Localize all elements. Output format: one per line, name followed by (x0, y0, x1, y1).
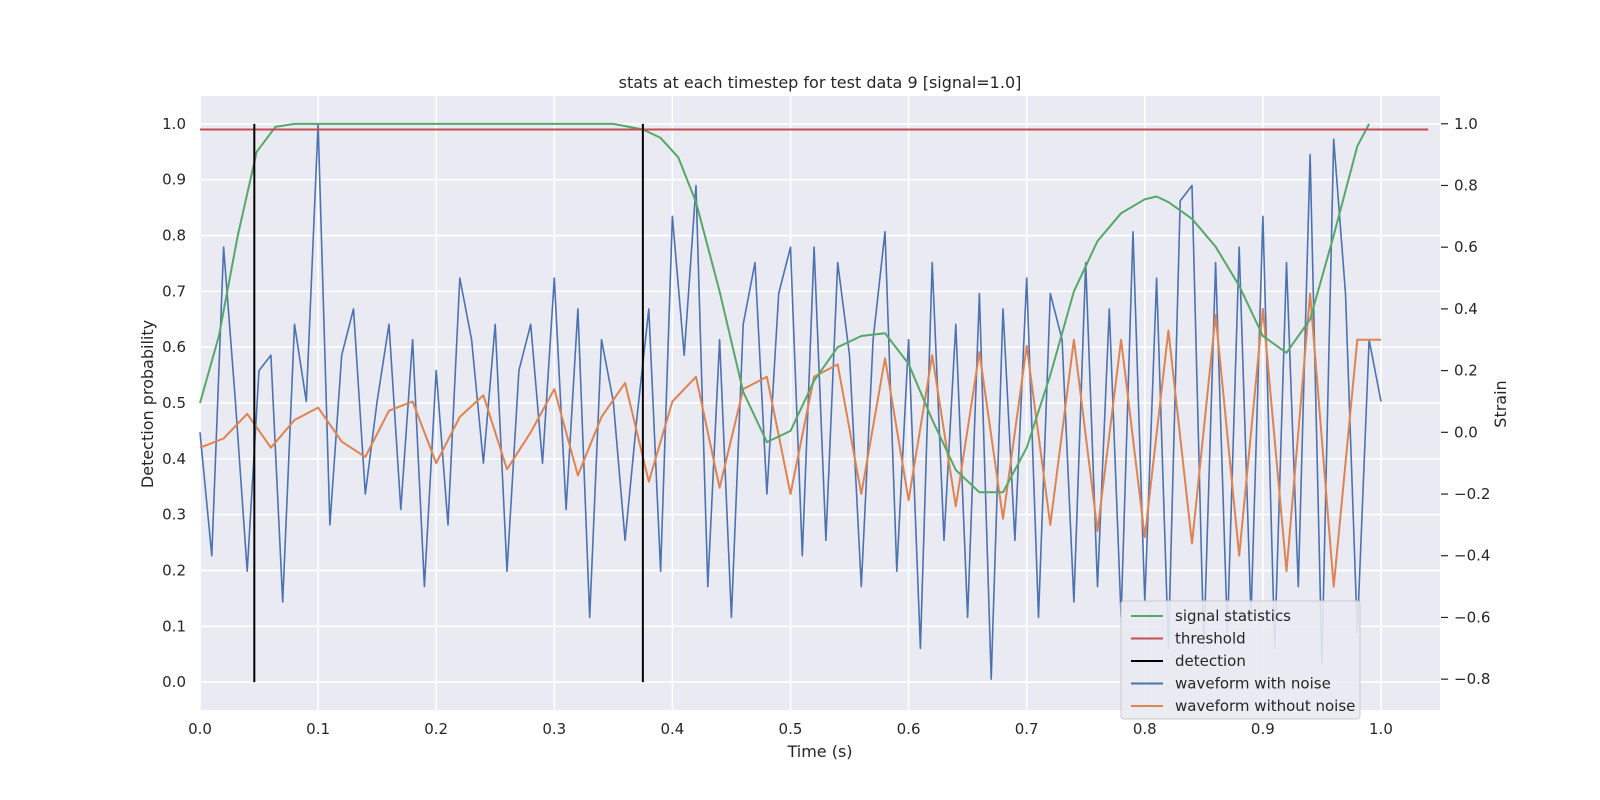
left-y-tick-label: 1.0 (162, 115, 186, 133)
x-tick-label: 0.6 (897, 720, 921, 738)
x-tick-label: 0.9 (1251, 720, 1275, 738)
chart-title: stats at each timestep for test data 9 [… (619, 73, 1022, 92)
legend: signal statistics threshold detection wavef… (1120, 600, 1361, 720)
left-y-tick-label: 0.5 (162, 394, 186, 412)
x-tick-label: 0.2 (424, 720, 448, 738)
x-axis-ticks: 0.0 0.1 0.2 0.3 0.4 0.5 0.6 0.7 0.8 0.9 1.0 (188, 720, 1393, 738)
right-y-tick-label: 0.8 (1454, 176, 1478, 194)
x-axis-title: Time (s) (786, 742, 852, 761)
legend-label: detection (1175, 652, 1246, 670)
waveform-with-noise-line (199, 123, 1382, 680)
left-y-tick-label: 0.6 (162, 338, 186, 356)
x-tick-label: 0.0 (188, 720, 212, 738)
left-y-tick-label: 0.7 (162, 282, 186, 300)
signal-statistics-line (199, 122, 1370, 494)
x-tick-label: 0.8 (1133, 720, 1157, 738)
legend-label: waveform without noise (1175, 697, 1355, 715)
legend-label: threshold (1175, 630, 1246, 648)
right-y-tick-label: 1.0 (1454, 115, 1478, 133)
left-y-tick-label: 0.1 (162, 617, 186, 635)
right-y-tick-label: −0.8 (1454, 670, 1490, 688)
x-tick-label: 0.3 (542, 720, 566, 738)
series-layer (199, 122, 1429, 683)
right-y-tick-label: −0.4 (1454, 547, 1490, 565)
legend-label: waveform with noise (1175, 675, 1331, 693)
x-tick-label: 0.5 (779, 720, 803, 738)
left-y-axis-ticks: 0.0 0.1 0.2 0.3 0.4 0.5 0.6 0.7 0.8 0.9 1.0 (162, 115, 186, 691)
right-y-tick-label: 0.6 (1454, 238, 1478, 256)
legend-box (1120, 600, 1361, 720)
waveform-without-noise-line (199, 292, 1381, 588)
x-tick-label: 0.1 (306, 720, 330, 738)
right-y-tick-label: 0.0 (1454, 423, 1478, 441)
right-y-tick-label: 0.2 (1454, 362, 1478, 380)
x-tick-label: 0.7 (1015, 720, 1039, 738)
left-y-tick-label: 0.8 (162, 227, 186, 245)
left-y-tick-label: 0.0 (162, 673, 186, 691)
left-y-tick-label: 0.2 (162, 561, 186, 579)
x-tick-label: 1.0 (1369, 720, 1393, 738)
legend-label: signal statistics (1175, 607, 1291, 625)
right-y-tick-label: 0.4 (1454, 300, 1478, 318)
left-y-axis-title: Detection probability (138, 320, 157, 488)
right-y-axis-title: Strain (1491, 380, 1510, 427)
left-y-tick-label: 0.3 (162, 506, 186, 524)
x-tick-label: 0.4 (660, 720, 684, 738)
right-y-tick-label: −0.2 (1454, 485, 1490, 503)
left-y-tick-label: 0.9 (162, 171, 186, 189)
left-y-tick-label: 0.4 (162, 450, 186, 468)
right-y-tick-label: −0.6 (1454, 608, 1490, 626)
right-y-axis-ticks: −0.8 −0.6 −0.4 −0.2 0.0 0.2 0.4 0.6 0.8 1.0 (1441, 115, 1490, 688)
